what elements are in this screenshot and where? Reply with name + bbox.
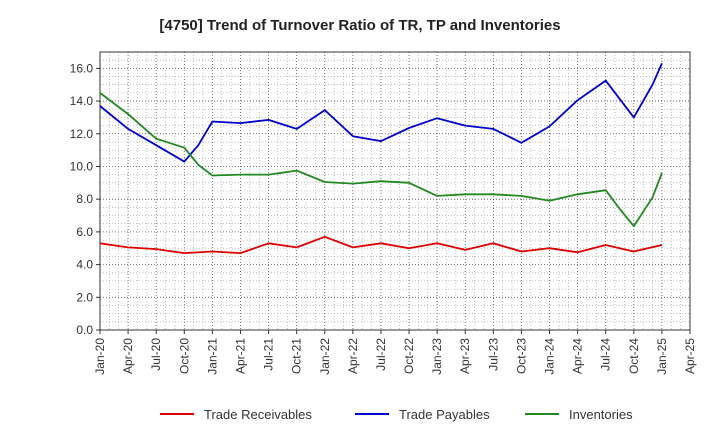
- x-tick-label: Jul-20: [149, 338, 163, 371]
- x-tick-label: Jan-20: [93, 338, 107, 375]
- x-tick-label: Oct-23: [514, 338, 528, 374]
- series-line-trade-receivables: [99, 235, 663, 254]
- x-tick-label: Apr-25: [683, 338, 697, 374]
- y-tick-label: 8.0: [76, 192, 93, 206]
- x-tick-label: Jan-24: [543, 338, 557, 375]
- x-tick-label: Jan-23: [430, 338, 444, 375]
- x-tick-label: Jul-23: [486, 338, 500, 371]
- y-tick-label: 6.0: [76, 225, 93, 239]
- y-tick-label: 4.0: [76, 258, 93, 272]
- x-tick-label: Apr-21: [233, 338, 247, 374]
- series-lines: [99, 63, 663, 254]
- x-tick-label: Apr-22: [346, 338, 360, 374]
- x-tick-label: Jan-22: [318, 338, 332, 375]
- legend: Trade Receivables Trade Payables Inventori…: [160, 407, 633, 422]
- y-tick-label: 16.0: [70, 61, 94, 75]
- legend-label: Inventories: [569, 407, 633, 422]
- series-line-trade-payables: [99, 63, 663, 163]
- x-tick-label: Apr-24: [571, 338, 585, 374]
- y-tick-label: 12.0: [70, 127, 94, 141]
- axes: 0.0 2.0 4.0 6.0 8.0 10.0 12.0 14.0 16.0 Jan-20 Apr…: [70, 51, 697, 375]
- y-tick-label: 14.0: [70, 94, 94, 108]
- y-tick-label: 10.0: [70, 159, 94, 173]
- x-tick-label: Oct-24: [627, 338, 641, 374]
- x-tick-label: Apr-20: [121, 338, 135, 374]
- x-tick-label: Jul-21: [262, 338, 276, 371]
- x-tick-label: Oct-22: [402, 338, 416, 374]
- x-tick-label: Jan-25: [655, 338, 669, 375]
- x-tick-label: Apr-23: [458, 338, 472, 374]
- chart-title: [4750] Trend of Turnover Ratio of TR, TP…: [159, 17, 560, 34]
- y-tick-label: 2.0: [76, 290, 93, 304]
- x-tick-label: Oct-20: [177, 338, 191, 374]
- y-tick-label: 0.0: [76, 323, 93, 337]
- x-tick-label: Jan-21: [205, 338, 219, 375]
- series-line-inventories: [99, 92, 663, 228]
- legend-label: Trade Payables: [399, 407, 490, 422]
- x-tick-label: Oct-21: [290, 338, 304, 374]
- plot-area-border: [99, 51, 691, 331]
- x-tick-label: Jul-24: [599, 338, 613, 371]
- x-tick-label: Jul-22: [374, 338, 388, 371]
- legend-label: Trade Receivables: [204, 407, 312, 422]
